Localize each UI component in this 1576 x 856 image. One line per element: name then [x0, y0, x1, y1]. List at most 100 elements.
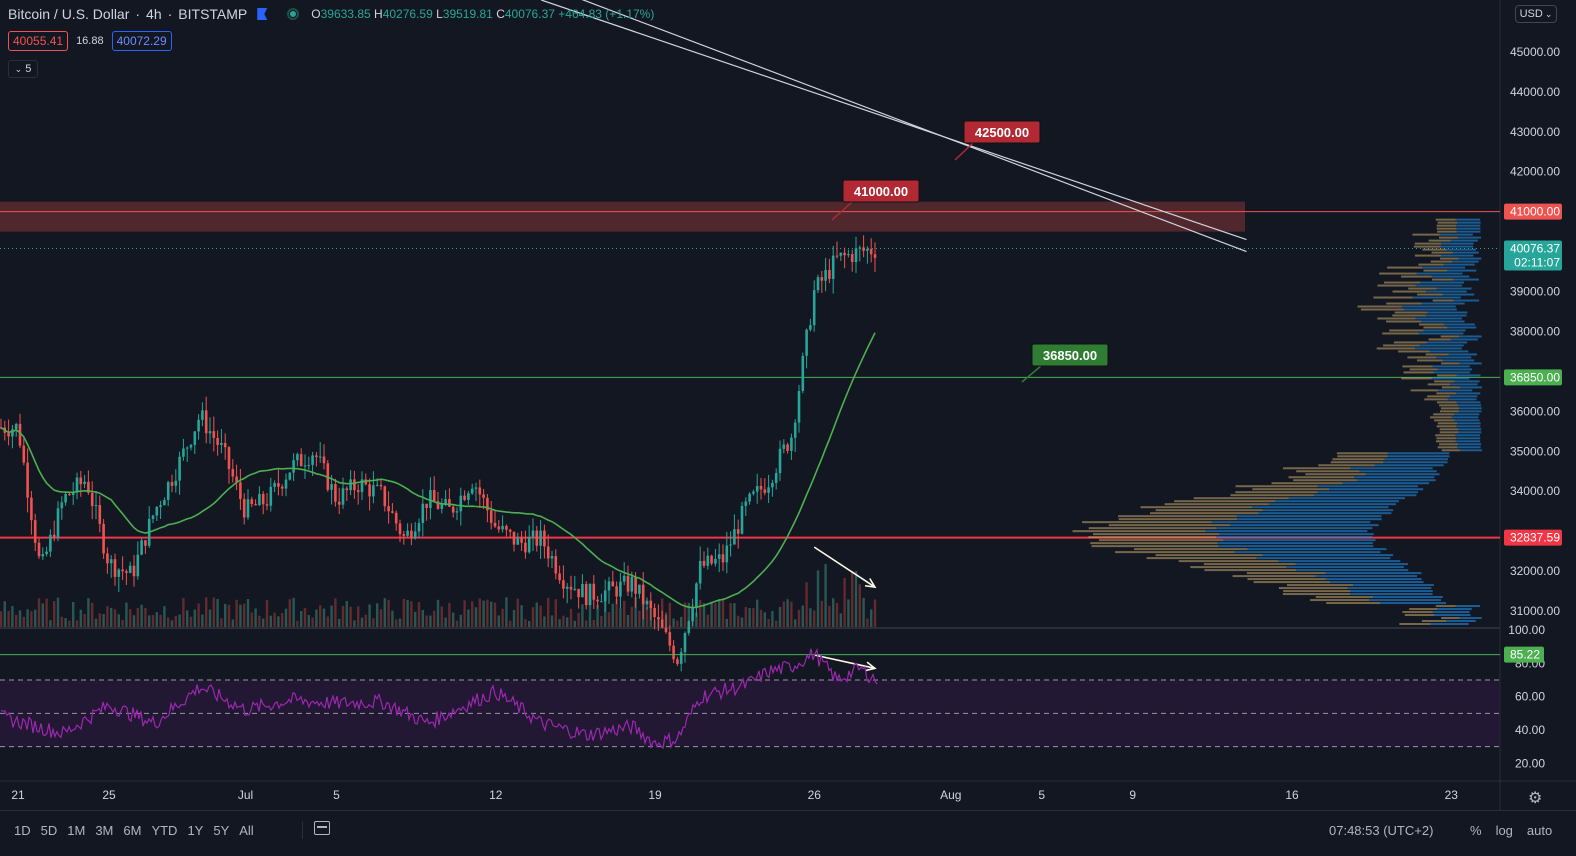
candle: [512, 531, 516, 545]
symbol-header[interactable]: Bitcoin / U.S. Dollar · 4h · BITSTAMP O3…: [8, 5, 654, 23]
candle: [486, 497, 489, 511]
volume-profile-bar: [1456, 392, 1481, 395]
volume-profile-bar: [1155, 509, 1263, 512]
volume-bar: [296, 620, 299, 627]
volume-profile-bar: [1286, 584, 1354, 587]
range-button-all[interactable]: All: [239, 823, 254, 838]
buy-button[interactable]: 40072.29: [111, 31, 172, 51]
candle: [516, 537, 520, 545]
volume-profile-bar: [1332, 458, 1385, 461]
volume-profile-bar: [1223, 539, 1376, 542]
volume-profile-bar: [1296, 569, 1409, 572]
candle: [337, 501, 341, 505]
candle: [520, 537, 523, 543]
indicators-toggle[interactable]: ⌄ 5: [8, 60, 38, 78]
market-status-icon[interactable]: [287, 8, 300, 20]
symbol-name[interactable]: Bitcoin / U.S. Dollar: [8, 6, 130, 22]
interval[interactable]: 4h: [146, 6, 162, 22]
auto-toggle[interactable]: auto: [1526, 823, 1553, 838]
volume-bar: [832, 598, 835, 627]
range-button-1y[interactable]: 1Y: [187, 823, 204, 838]
volume-profile-bar: [1437, 368, 1472, 371]
volume-bar: [729, 603, 732, 627]
candle: [425, 503, 428, 508]
volume-profile-bar: [1372, 596, 1443, 599]
volume-profile-bar: [1443, 263, 1475, 266]
volume-bar: [64, 618, 67, 627]
candle: [330, 484, 333, 490]
callout-pointer: [831, 200, 854, 221]
volume-bar: [759, 609, 763, 627]
bottom-toolbar: 1D 5D 1M 3M 6M YTD 1Y 5Y All 07:48:53 (UTC+2) % …: [0, 810, 1576, 849]
range-button-3m[interactable]: 3M: [95, 823, 114, 838]
candle: [554, 556, 558, 574]
log-toggle[interactable]: log: [1495, 823, 1513, 838]
volume-profile-bar: [1427, 311, 1468, 314]
volume-profile-bar: [1423, 269, 1448, 272]
volume-profile-bar: [1237, 518, 1382, 521]
range-button-5y[interactable]: 5Y: [213, 823, 230, 838]
candle: [178, 456, 181, 481]
volume-profile-bar: [1253, 581, 1331, 584]
candle: [565, 586, 569, 589]
range-button-1d[interactable]: 1D: [14, 823, 31, 838]
volume-bar: [140, 604, 143, 627]
candle: [402, 534, 406, 536]
candle: [664, 627, 668, 633]
volume-profile-bar: [1437, 422, 1458, 425]
calendar-icon[interactable]: [314, 821, 330, 835]
volume-bar: [550, 615, 554, 627]
percent-toggle[interactable]: %: [1470, 823, 1482, 838]
volume-bar: [102, 614, 105, 627]
volume-bar: [208, 609, 212, 627]
volume-bar: [600, 616, 603, 627]
volume-profile-bar: [1457, 422, 1481, 425]
volume-profile-bar: [1278, 560, 1401, 563]
candle: [155, 506, 159, 516]
sell-button[interactable]: 40055.41: [8, 31, 69, 51]
range-button-6m[interactable]: 6M: [123, 823, 142, 838]
volume-bar: [125, 602, 128, 627]
volume-profile-bar: [1108, 524, 1231, 527]
gear-icon[interactable]: ⚙: [1528, 790, 1543, 807]
volume-bar: [767, 618, 770, 627]
volume-bar: [870, 609, 873, 627]
volume-bar: [429, 615, 432, 627]
currency-select[interactable]: USD ⌄: [1515, 5, 1557, 23]
volume-profile-bar: [1247, 548, 1387, 551]
range-button-5d[interactable]: 5D: [40, 823, 58, 838]
volume-bar: [786, 599, 789, 627]
volume-bar: [319, 605, 322, 627]
price-tick: 45000.00: [1510, 45, 1560, 59]
volume-profile-bar: [1441, 386, 1460, 389]
volume-bar: [117, 614, 120, 627]
volume-profile-bar: [1072, 530, 1206, 533]
volume-profile-bar: [1447, 269, 1477, 272]
candle: [573, 588, 577, 590]
volume-bar: [482, 600, 485, 627]
volume-profile-bar: [1164, 503, 1269, 506]
volume-bar: [433, 610, 436, 627]
volume-bar: [41, 603, 44, 627]
candle: [258, 493, 261, 506]
volume-bar: [15, 614, 18, 627]
candle: [41, 554, 45, 557]
volume-profile-bar: [1415, 284, 1462, 287]
volume-profile-bar: [1369, 599, 1442, 602]
volume-bar: [486, 599, 489, 627]
flag-icon[interactable]: [257, 8, 268, 20]
range-button-ytd[interactable]: YTD: [151, 823, 178, 838]
volume-bar: [794, 619, 797, 627]
candle: [121, 569, 124, 572]
candle: [94, 505, 98, 507]
volume-profile-bar: [1268, 503, 1396, 506]
range-button-1m[interactable]: 1M: [67, 823, 86, 838]
volume-bar: [364, 614, 367, 627]
volume-profile-bar: [1459, 386, 1482, 389]
volume-profile-bar: [1115, 551, 1235, 554]
current-price-label: 40076.37: [1510, 242, 1560, 256]
volume-profile-bar: [1414, 242, 1442, 245]
volume-profile-bar: [1404, 614, 1435, 617]
volume-profile-bar: [1456, 224, 1481, 227]
